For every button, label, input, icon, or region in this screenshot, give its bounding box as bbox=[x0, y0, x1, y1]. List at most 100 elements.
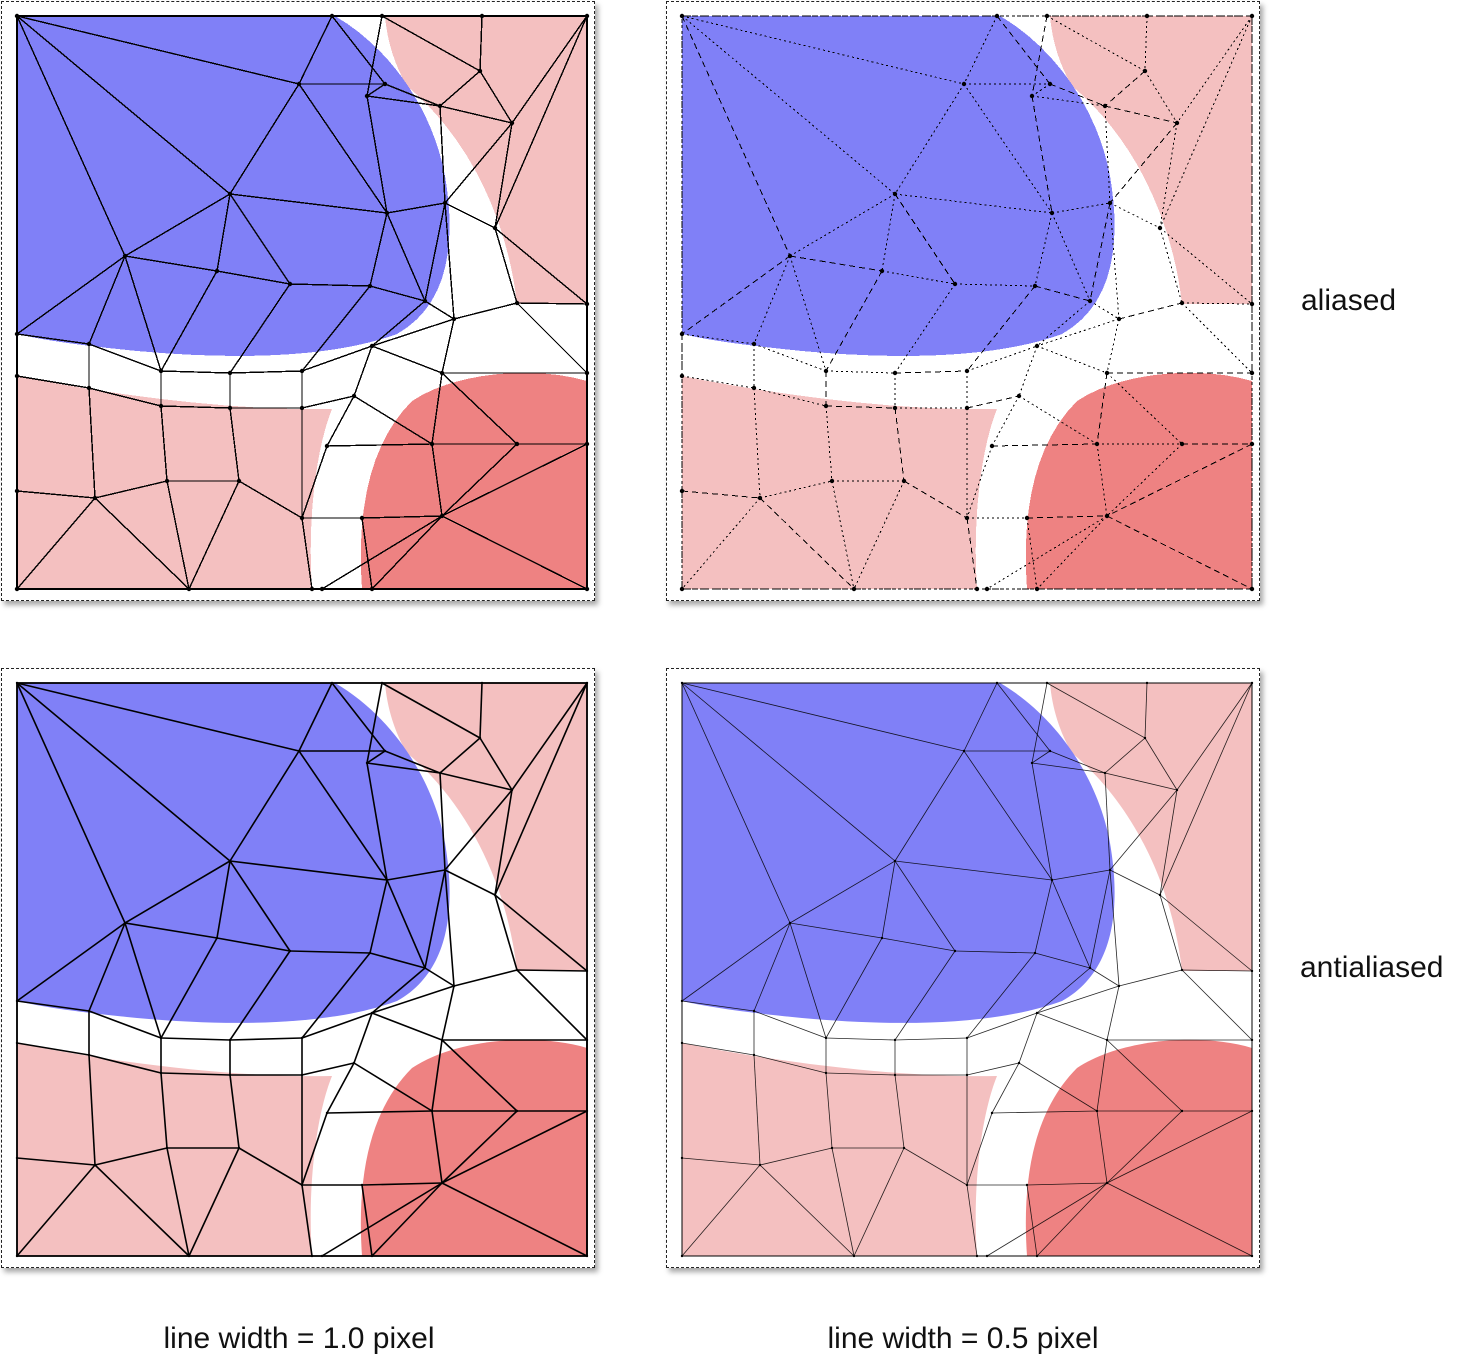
mesh-node bbox=[481, 682, 483, 684]
mesh-node bbox=[16, 1255, 18, 1257]
mesh-node bbox=[681, 682, 683, 684]
mesh-node bbox=[752, 342, 756, 346]
mesh-node bbox=[301, 1184, 303, 1186]
mesh-edge bbox=[302, 396, 354, 408]
mesh-node bbox=[1031, 762, 1033, 764]
mesh-node bbox=[479, 737, 481, 739]
mesh-node bbox=[1159, 894, 1161, 896]
mesh-node bbox=[680, 587, 684, 591]
mesh-node bbox=[443, 201, 447, 205]
mesh-edge bbox=[1119, 970, 1182, 986]
mesh-node bbox=[1048, 82, 1052, 86]
mesh-node bbox=[1035, 344, 1039, 348]
mesh-node bbox=[1158, 226, 1162, 230]
row-label-antialiased: antialiased bbox=[1300, 951, 1443, 985]
blue-region bbox=[682, 683, 1115, 1023]
mesh-node bbox=[986, 1255, 988, 1257]
mesh-node bbox=[1108, 201, 1112, 205]
mesh-node bbox=[160, 1072, 162, 1074]
mesh-node bbox=[985, 587, 989, 591]
mesh-node bbox=[300, 516, 304, 520]
mesh-edge bbox=[1107, 986, 1119, 1040]
mesh-plot bbox=[17, 683, 587, 1256]
dark-red-region bbox=[1026, 1040, 1252, 1256]
mesh-node bbox=[366, 762, 368, 764]
mesh-edge bbox=[161, 1038, 230, 1040]
mesh-edge bbox=[895, 1038, 967, 1040]
mesh-node bbox=[444, 869, 446, 871]
mesh-node bbox=[16, 1000, 18, 1002]
mesh-node bbox=[680, 332, 684, 336]
mesh-node bbox=[966, 1037, 968, 1039]
mesh-node bbox=[1145, 14, 1149, 18]
mesh-edge bbox=[442, 319, 454, 373]
mesh-node bbox=[894, 1074, 896, 1076]
mesh-node bbox=[370, 587, 374, 591]
mesh-edge bbox=[517, 970, 587, 971]
mesh-node bbox=[585, 14, 589, 18]
mesh-node bbox=[681, 1000, 683, 1002]
mesh-node bbox=[1033, 284, 1037, 288]
mesh-node bbox=[494, 894, 496, 896]
dark-red-region bbox=[361, 373, 587, 589]
mesh-node bbox=[1250, 371, 1254, 375]
light-red-region-left bbox=[682, 376, 997, 589]
mesh-node bbox=[976, 1255, 978, 1257]
mesh-edge bbox=[895, 371, 967, 373]
mesh-edge bbox=[354, 346, 372, 396]
mesh-node bbox=[893, 371, 897, 375]
mesh-node bbox=[160, 1037, 162, 1039]
mesh-node bbox=[515, 442, 519, 446]
mesh-node bbox=[753, 1010, 755, 1012]
mesh-node bbox=[1180, 301, 1184, 305]
mesh-node bbox=[297, 82, 301, 86]
mesh-edge bbox=[230, 371, 302, 373]
mesh-node bbox=[758, 496, 762, 500]
mesh-node bbox=[438, 104, 442, 108]
mesh-node bbox=[478, 69, 482, 73]
mesh-node bbox=[1251, 1255, 1253, 1257]
mesh-edge bbox=[161, 371, 230, 373]
dark-red-region bbox=[1026, 373, 1252, 589]
mesh-edge bbox=[1110, 870, 1160, 895]
mesh-node bbox=[962, 82, 966, 86]
mesh-node bbox=[1095, 442, 1099, 446]
mesh-node bbox=[586, 682, 588, 684]
mesh-node bbox=[1117, 317, 1121, 321]
mesh-node bbox=[852, 587, 856, 591]
mesh-edge bbox=[826, 1038, 895, 1040]
mesh-node bbox=[229, 1074, 231, 1076]
mesh-edge bbox=[1107, 319, 1119, 373]
mesh-node bbox=[188, 1255, 190, 1257]
mesh-node bbox=[1181, 969, 1183, 971]
mesh-edge bbox=[372, 346, 442, 373]
mesh-edge bbox=[442, 986, 454, 1040]
mesh-node bbox=[93, 496, 97, 500]
mesh-node bbox=[87, 342, 91, 346]
mesh-node bbox=[301, 1037, 303, 1039]
mesh-node bbox=[385, 211, 389, 215]
mesh-edge bbox=[517, 970, 587, 1040]
mesh-node bbox=[1105, 514, 1109, 518]
mesh-node bbox=[954, 950, 956, 952]
mesh-edge bbox=[327, 396, 354, 446]
mesh-node bbox=[238, 1147, 240, 1149]
mesh-node bbox=[831, 1147, 833, 1149]
mesh-node bbox=[439, 772, 441, 774]
mesh-edge bbox=[1182, 970, 1252, 1040]
mesh-node bbox=[680, 489, 684, 493]
mesh-node bbox=[1105, 371, 1109, 375]
mesh-node bbox=[1045, 14, 1049, 18]
mesh-edge bbox=[826, 371, 895, 373]
mesh-node bbox=[1025, 516, 1029, 520]
mesh-edge bbox=[454, 970, 517, 986]
panel-antialiased-1px bbox=[1, 668, 597, 1272]
row-label-aliased: aliased bbox=[1301, 284, 1396, 318]
mesh-node bbox=[680, 374, 684, 378]
mesh-edge bbox=[967, 1063, 1019, 1075]
mesh-node bbox=[165, 479, 169, 483]
mesh-node bbox=[586, 1039, 588, 1041]
mesh-node bbox=[124, 922, 126, 924]
mesh-edge bbox=[1090, 301, 1119, 319]
mesh-node bbox=[383, 82, 387, 86]
